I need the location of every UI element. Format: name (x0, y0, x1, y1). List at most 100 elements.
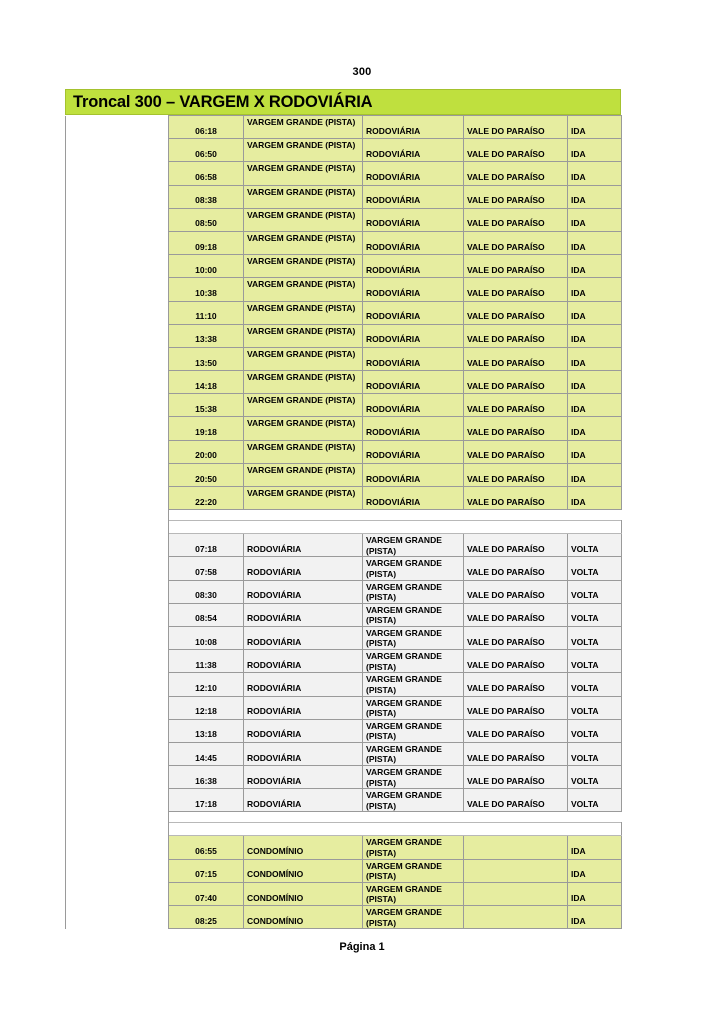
cell-departure-time: 15:38 (168, 393, 244, 418)
cell-destination: RODOVIÁRIA (362, 416, 464, 441)
cell-destination: RODOVIÁRIA (362, 393, 464, 418)
cell-departure-time: 06:55 (168, 835, 244, 860)
table-row: 17:18 RODOVIÁRIA VARGEM GRANDE (PISTA) VALE… (65, 788, 622, 813)
table-row: 19:18 VARGEM GRANDE (PISTA) RODOVIÁRIA VALE… (65, 416, 622, 441)
cell-direction: IDA (567, 114, 622, 140)
cell-via: VALE DO PARAÍSO (463, 741, 568, 767)
cell-departure-time: 22:20 (168, 485, 244, 511)
separator-blank (168, 520, 622, 535)
cell-via: VALE DO PARAÍSO (463, 718, 568, 743)
cell-direction: IDA (567, 416, 622, 441)
row-pad-cell (65, 520, 169, 534)
cell-departure-time: 08:30 (168, 579, 244, 604)
table-row: 11:38 RODOVIÁRIA VARGEM GRANDE (PISTA) VALE… (65, 649, 622, 674)
table-row: 15:38 VARGEM GRANDE (PISTA) RODOVIÁRIA VALE… (65, 393, 622, 418)
cell-departure-time: 06:50 (168, 138, 244, 163)
table-row: 14:18 VARGEM GRANDE (PISTA) RODOVIÁRIA VALE… (65, 370, 622, 395)
row-pad-cell (65, 835, 169, 860)
cell-origin: VARGEM GRANDE (PISTA) (243, 114, 363, 140)
table-row: 08:50 VARGEM GRANDE (PISTA) RODOVIÁRIA VALE… (65, 207, 622, 232)
table-row: 07:40 CONDOMÍNIO VARGEM GRANDE (PISTA) IDA (65, 881, 622, 907)
table-row: 12:10 RODOVIÁRIA VARGEM GRANDE (PISTA) VALE… (65, 672, 622, 697)
section-separator-row (65, 520, 622, 535)
table-row: 20:00 VARGEM GRANDE (PISTA) RODOVIÁRIA VALE… (65, 439, 622, 464)
cell-origin: VARGEM GRANDE (PISTA) (243, 300, 363, 325)
row-pad-cell (65, 486, 169, 510)
cell-destination: VARGEM GRANDE (PISTA) (362, 858, 464, 883)
cell-origin: VARGEM GRANDE (PISTA) (243, 370, 363, 395)
cell-origin: VARGEM GRANDE (PISTA) (243, 207, 363, 232)
cell-destination: VARGEM GRANDE (PISTA) (362, 533, 464, 558)
table-row: 13:50 VARGEM GRANDE (PISTA) RODOVIÁRIA VALE… (65, 346, 622, 372)
table-row: 06:50 VARGEM GRANDE (PISTA) RODOVIÁRIA VALE… (65, 138, 622, 163)
cell-via: VALE DO PARAÍSO (463, 485, 568, 511)
row-pad-cell (65, 822, 169, 836)
gap-spacer (168, 811, 622, 823)
cell-origin: RODOVIÁRIA (243, 765, 363, 790)
cell-destination: RODOVIÁRIA (362, 184, 464, 209)
cell-origin: RODOVIÁRIA (243, 556, 363, 581)
row-pad-cell (65, 626, 169, 650)
cell-destination: VARGEM GRANDE (PISTA) (362, 556, 464, 581)
table-row: 10:08 RODOVIÁRIA VARGEM GRANDE (PISTA) VALE… (65, 625, 622, 651)
cell-via: VALE DO PARAÍSO (463, 695, 568, 720)
cell-origin: RODOVIÁRIA (243, 672, 363, 697)
cell-origin: VARGEM GRANDE (PISTA) (243, 230, 363, 256)
cell-departure-time: 07:15 (168, 858, 244, 883)
cell-direction: VOLTA (567, 765, 622, 790)
table-row: 06:18 VARGEM GRANDE (PISTA) RODOVIÁRIA VALE… (65, 114, 622, 140)
timetable: 06:18 VARGEM GRANDE (PISTA) RODOVIÁRIA VALE… (65, 114, 622, 930)
cell-via: VALE DO PARAÍSO (463, 556, 568, 581)
cell-via: VALE DO PARAÍSO (463, 161, 568, 186)
row-pad-cell (65, 882, 169, 906)
table-row: 09:18 VARGEM GRANDE (PISTA) RODOVIÁRIA VALE… (65, 230, 622, 256)
cell-via (463, 881, 568, 907)
cell-destination: RODOVIÁRIA (362, 277, 464, 302)
row-pad-cell (65, 393, 169, 417)
cell-via: VALE DO PARAÍSO (463, 788, 568, 813)
cell-direction: IDA (567, 835, 622, 860)
cell-destination: VARGEM GRANDE (PISTA) (362, 904, 464, 930)
cell-destination: RODOVIÁRIA (362, 114, 464, 140)
table-row: 07:58 RODOVIÁRIA VARGEM GRANDE (PISTA) VALE… (65, 556, 622, 581)
cell-destination: RODOVIÁRIA (362, 300, 464, 325)
cell-direction: IDA (567, 207, 622, 232)
row-pad-cell (65, 185, 169, 209)
table-row: 08:38 VARGEM GRANDE (PISTA) RODOVIÁRIA VALE… (65, 184, 622, 209)
cell-origin: RODOVIÁRIA (243, 718, 363, 743)
cell-departure-time: 08:25 (168, 904, 244, 930)
cell-via: VALE DO PARAÍSO (463, 230, 568, 256)
cell-via: VALE DO PARAÍSO (463, 254, 568, 279)
cell-departure-time: 09:18 (168, 230, 244, 256)
cell-destination: RODOVIÁRIA (362, 462, 464, 488)
cell-departure-time: 07:40 (168, 881, 244, 907)
cell-origin: RODOVIÁRIA (243, 579, 363, 604)
cell-origin: VARGEM GRANDE (PISTA) (243, 161, 363, 186)
cell-direction: VOLTA (567, 695, 622, 720)
row-pad-cell (65, 533, 169, 557)
cell-destination: VARGEM GRANDE (PISTA) (362, 649, 464, 674)
table-row: 10:00 VARGEM GRANDE (PISTA) RODOVIÁRIA VALE… (65, 254, 622, 279)
cell-departure-time: 11:10 (168, 300, 244, 325)
row-pad-cell (65, 649, 169, 673)
row-pad-cell (65, 254, 169, 278)
cell-departure-time: 08:54 (168, 602, 244, 627)
cell-departure-time: 10:08 (168, 625, 244, 651)
cell-destination: VARGEM GRANDE (PISTA) (362, 672, 464, 697)
cell-origin: VARGEM GRANDE (PISTA) (243, 439, 363, 464)
cell-via: VALE DO PARAÍSO (463, 416, 568, 441)
cell-departure-time: 08:38 (168, 184, 244, 209)
row-pad-cell (65, 742, 169, 766)
cell-direction: IDA (567, 462, 622, 488)
cell-via: VALE DO PARAÍSO (463, 207, 568, 232)
cell-departure-time: 13:50 (168, 346, 244, 372)
row-pad-cell (65, 580, 169, 604)
cell-direction: IDA (567, 184, 622, 209)
cell-origin: VARGEM GRANDE (PISTA) (243, 346, 363, 372)
row-pad-cell (65, 603, 169, 627)
cell-via: VALE DO PARAÍSO (463, 439, 568, 464)
row-pad-cell (65, 788, 169, 812)
cell-direction: VOLTA (567, 602, 622, 627)
cell-direction: IDA (567, 393, 622, 418)
